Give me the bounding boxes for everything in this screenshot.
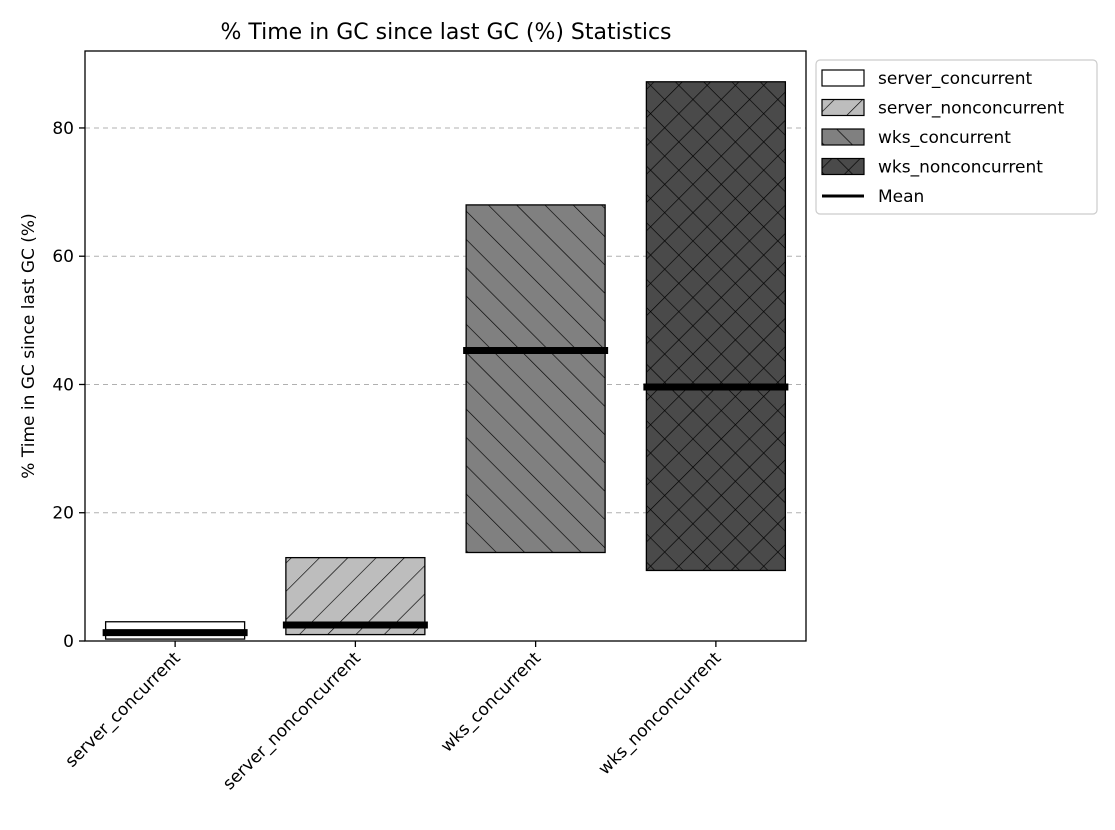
legend-swatch-hatch bbox=[822, 129, 864, 145]
legend-label-server_concurrent: server_concurrent bbox=[878, 69, 1032, 89]
mean-layer bbox=[102, 346, 789, 637]
legend-swatch-hatch bbox=[822, 99, 864, 116]
legend-swatch-hatch bbox=[822, 158, 864, 175]
x-axis: server_concurrent server_nonconcurrent wks… bbox=[62, 641, 726, 794]
x-tick-label: server_concurrent bbox=[62, 648, 185, 771]
y-tick-label: 40 bbox=[52, 375, 74, 395]
y-axis-label: % Time in GC since last GC (%) bbox=[19, 213, 39, 478]
plot-frame bbox=[84, 50, 807, 642]
legend-label-server_nonconcurrent: server_nonconcurrent bbox=[878, 99, 1064, 119]
bars-layer bbox=[104, 81, 787, 640]
legend-swatch-server_concurrent bbox=[821, 69, 865, 87]
legend-label-wks_nonconcurrent: wks_nonconcurrent bbox=[878, 158, 1043, 178]
y-tick-label: 20 bbox=[52, 504, 74, 524]
legend-label-wks_concurrent: wks_concurrent bbox=[878, 128, 1011, 148]
y-axis: 0 20 40 60 80 bbox=[52, 119, 85, 652]
x-tick-label: wks_concurrent bbox=[437, 648, 545, 756]
legend-frame bbox=[815, 59, 1098, 215]
bar-hatch-wks_nonconcurrent bbox=[646, 81, 786, 571]
x-tick-label: server_nonconcurrent bbox=[219, 648, 365, 794]
x-tick-label: wks_nonconcurrent bbox=[595, 648, 726, 779]
chart-title: % Time in GC since last GC (%) Statistic… bbox=[220, 20, 671, 45]
legend: server_concurrent server_nonconcurrentwks… bbox=[815, 59, 1098, 215]
legend-label-mean: Mean bbox=[878, 187, 924, 207]
grid-layer bbox=[85, 127, 806, 514]
y-tick-label: 60 bbox=[52, 247, 74, 267]
y-tick-label: 0 bbox=[63, 632, 74, 652]
bar-hatch-wks_concurrent bbox=[466, 204, 606, 553]
legend-items: server_concurrent server_nonconcurrentwks… bbox=[821, 69, 1064, 207]
y-tick-label: 80 bbox=[52, 119, 74, 139]
